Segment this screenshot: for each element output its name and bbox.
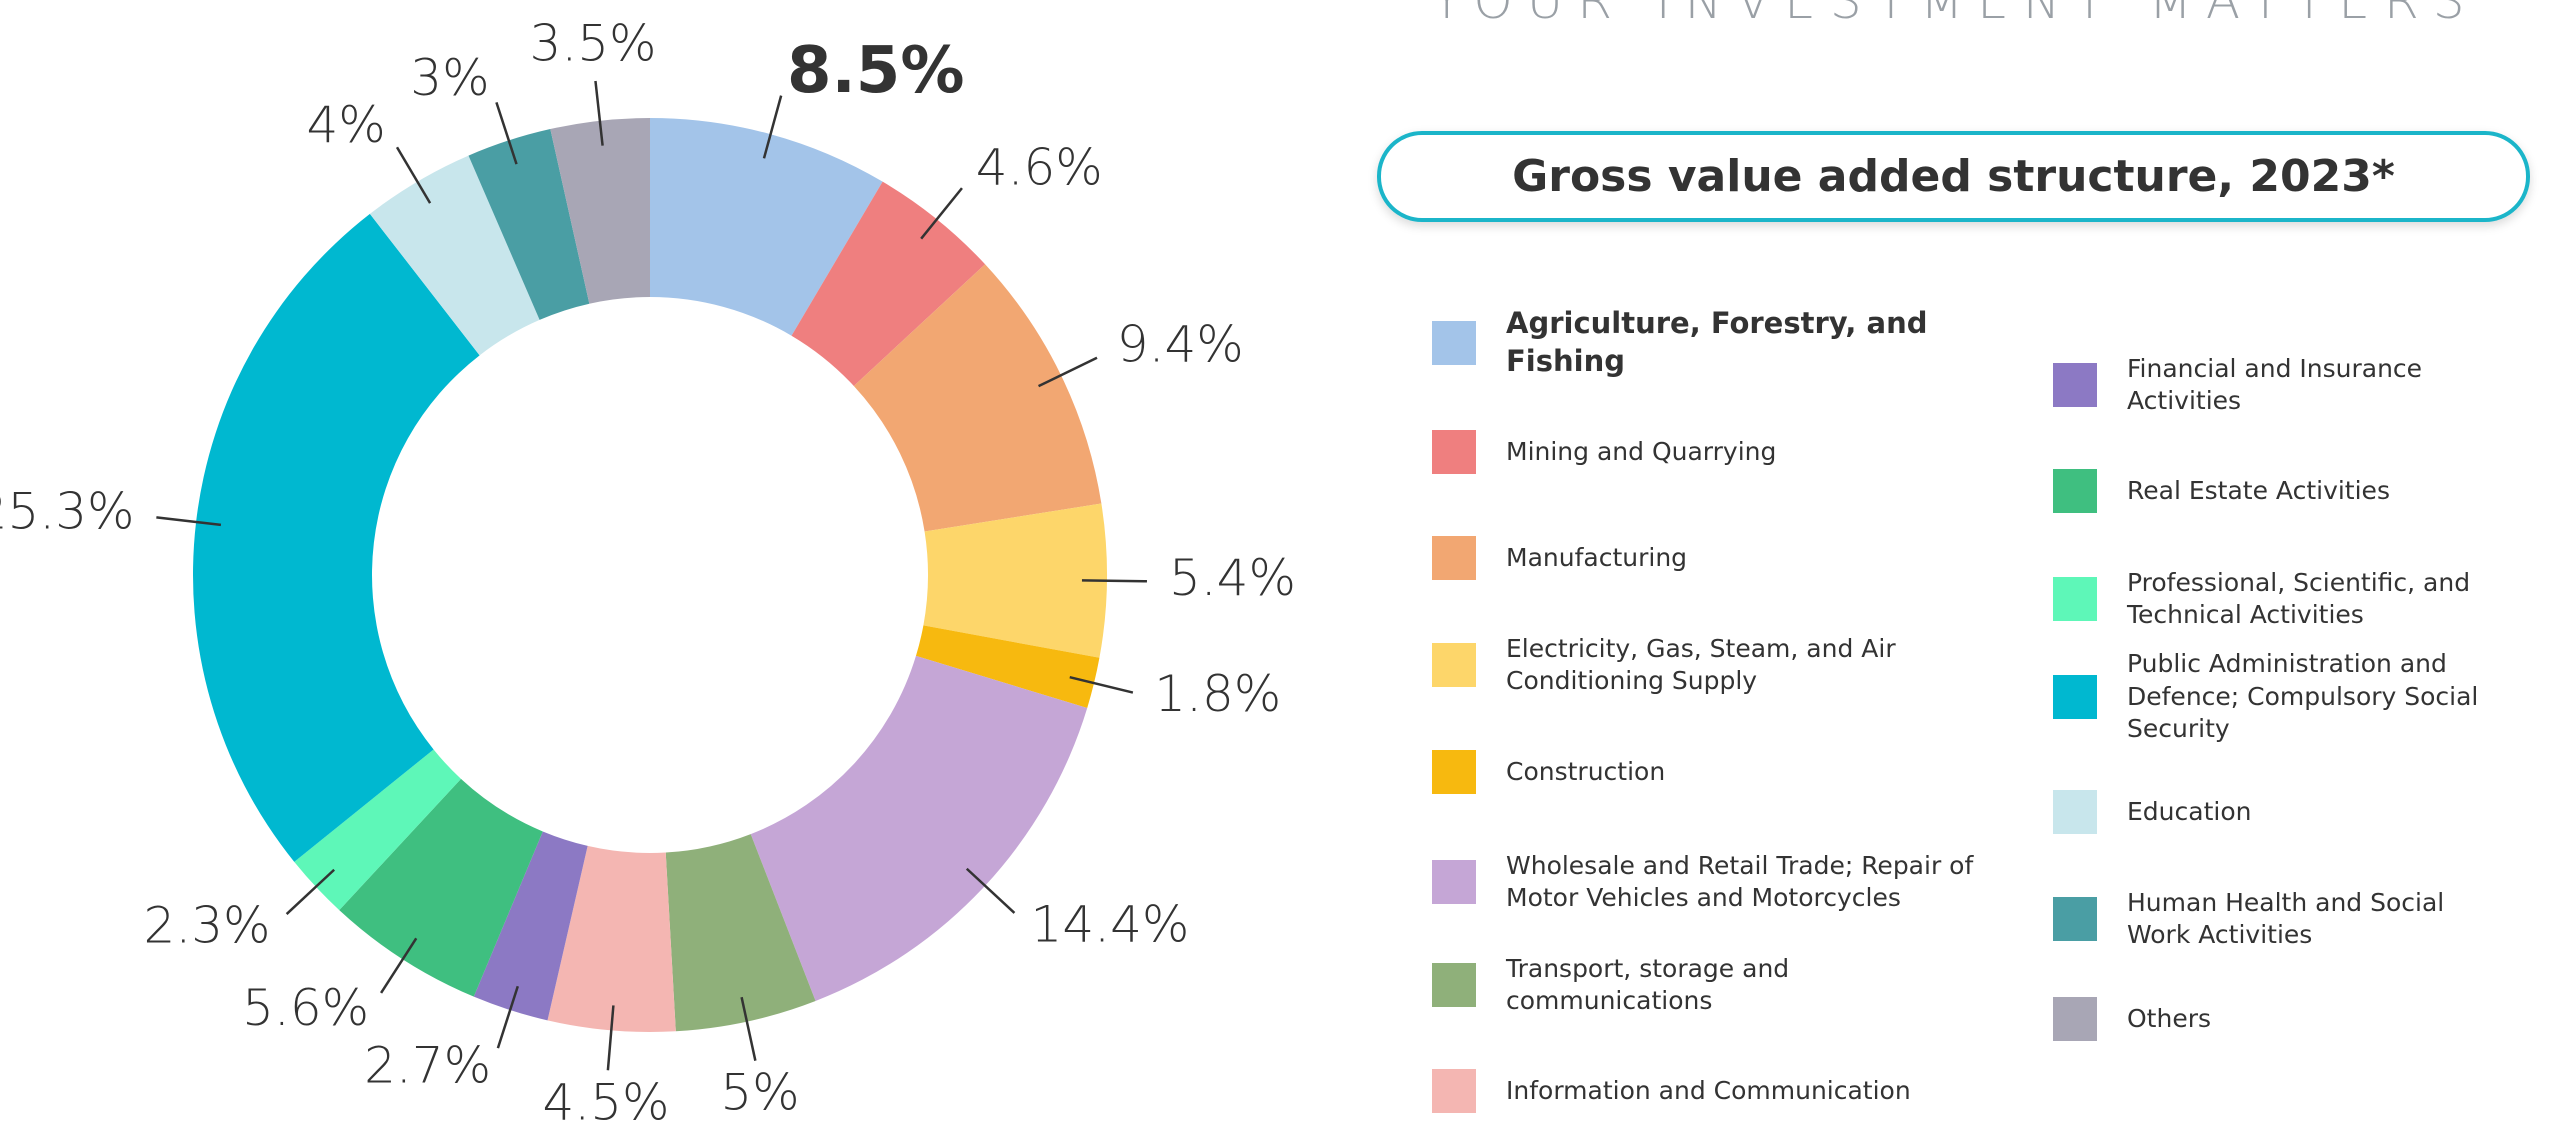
leader-line bbox=[380, 937, 418, 994]
legend-label: Others bbox=[2127, 1003, 2212, 1033]
donut-slice bbox=[791, 181, 986, 386]
legend-item: Wholesale and Retail Trade; Repair of Mo… bbox=[1432, 832, 1986, 932]
legend-swatch bbox=[2053, 675, 2097, 719]
legend-label: Agriculture, Forestry, and Fishing bbox=[1506, 306, 1928, 378]
legend-label: Professional, Scientific, and Technical … bbox=[2127, 567, 2471, 630]
value-label: 5.6% bbox=[242, 979, 369, 1037]
donut-slice bbox=[468, 129, 590, 320]
leader-line bbox=[920, 187, 963, 240]
legend-swatch bbox=[1432, 1069, 1476, 1113]
value-label: 5% bbox=[720, 1064, 799, 1122]
legend-swatch bbox=[1432, 321, 1476, 365]
leader-line bbox=[965, 867, 1016, 914]
donut-slice bbox=[665, 834, 816, 1032]
legend-label: Public Administration and Defence; Compu… bbox=[2127, 649, 2479, 744]
legend-label: Financial and Insurance Activities bbox=[2127, 353, 2423, 416]
legend-label: Construction bbox=[1506, 756, 1666, 786]
legend-item: Education bbox=[2053, 762, 2512, 862]
leader-line bbox=[156, 516, 222, 527]
leader-line bbox=[495, 101, 518, 165]
leader-line bbox=[1069, 675, 1134, 694]
donut-slice bbox=[473, 831, 588, 1021]
value-label: 4.5% bbox=[543, 1074, 670, 1128]
legend-swatch bbox=[1432, 860, 1476, 904]
leader-line bbox=[762, 95, 783, 159]
leader-line bbox=[285, 868, 336, 915]
value-label: 3.5% bbox=[530, 15, 657, 73]
donut-slice bbox=[193, 213, 480, 862]
legend-item: Agriculture, Forestry, and Fishing bbox=[1432, 293, 1986, 393]
legend-swatch bbox=[2053, 897, 2097, 941]
legend-item: Financial and Insurance Activities bbox=[2053, 335, 2512, 435]
legend-swatch bbox=[1432, 963, 1476, 1007]
value-label: 4.6% bbox=[976, 138, 1103, 196]
leader-line bbox=[395, 146, 432, 204]
legend-item: Human Health and Social Work Activities bbox=[2053, 869, 2512, 969]
legend-label: Transport, storage and communications bbox=[1506, 953, 1790, 1016]
value-label: 3% bbox=[410, 49, 489, 107]
legend-label: Real Estate Activities bbox=[2127, 475, 2390, 505]
legend-item: Others bbox=[2053, 969, 2512, 1069]
legend-item: Manufacturing bbox=[1432, 508, 1986, 608]
leader-line bbox=[740, 996, 757, 1061]
legend-label: Mining and Quarrying bbox=[1506, 436, 1777, 466]
legend-item: Transport, storage and communications bbox=[1432, 935, 1986, 1035]
leader-line bbox=[1037, 356, 1098, 388]
donut-slice bbox=[339, 778, 543, 997]
legend-swatch bbox=[1432, 643, 1476, 687]
legend-swatch bbox=[2053, 469, 2097, 513]
legend-label: Education bbox=[2127, 796, 2252, 826]
legend-item: Electricity, Gas, Steam, and Air Conditi… bbox=[1432, 615, 1986, 715]
legend-swatch bbox=[1432, 750, 1476, 794]
donut-slice bbox=[915, 625, 1100, 709]
donut-slice bbox=[550, 118, 650, 304]
donut-slice bbox=[750, 655, 1088, 1001]
legend-item: Construction bbox=[1432, 722, 1986, 822]
legend-item: Real Estate Activities bbox=[2053, 441, 2512, 541]
value-label: 4% bbox=[306, 96, 385, 154]
legend-item: Information and Communication bbox=[1432, 1041, 1986, 1141]
donut-slice bbox=[294, 749, 461, 911]
legend-label: Electricity, Gas, Steam, and Air Conditi… bbox=[1506, 633, 1896, 696]
donut-slice bbox=[923, 503, 1107, 658]
leader-line bbox=[496, 985, 519, 1049]
legend-label: Information and Communication bbox=[1506, 1075, 1911, 1105]
legend-swatch bbox=[2053, 790, 2097, 834]
leader-line bbox=[606, 1005, 615, 1071]
legend-item: Professional, Scientific, and Technical … bbox=[2053, 549, 2512, 649]
legend-label: Wholesale and Retail Trade; Repair of Mo… bbox=[1506, 850, 1974, 913]
value-label: 9.4% bbox=[1117, 316, 1244, 374]
leader-line bbox=[594, 80, 604, 146]
legend-swatch bbox=[1432, 430, 1476, 474]
value-label: 8.5% bbox=[787, 34, 965, 108]
legend-swatch bbox=[2053, 577, 2097, 621]
legend-swatch bbox=[2053, 363, 2097, 407]
leader-line bbox=[1081, 579, 1147, 583]
donut-slice bbox=[650, 118, 883, 336]
value-label: 5.4% bbox=[1169, 549, 1296, 607]
value-label: 1.8% bbox=[1154, 665, 1281, 723]
legend-label: Human Health and Social Work Activities bbox=[2127, 887, 2445, 950]
donut-slice bbox=[547, 845, 676, 1032]
legend-item: Mining and Quarrying bbox=[1432, 402, 1986, 502]
value-label: 14.4% bbox=[1031, 895, 1190, 953]
chart: 8.5%4.6% 9.4% 5.4% 1.8% 14.4% 5% 4.5% 2.7%5.6% 2… bbox=[0, 15, 1296, 1128]
value-label: 2.3% bbox=[144, 897, 271, 955]
chart-title: Gross value added structure, 2023* bbox=[1377, 131, 2530, 222]
legend-swatch bbox=[1432, 536, 1476, 580]
legend-label: Manufacturing bbox=[1506, 542, 1688, 572]
donut-slice bbox=[369, 155, 540, 356]
donut-slice bbox=[853, 264, 1102, 532]
legend-swatch bbox=[2053, 997, 2097, 1041]
tagline: YOUR INVESTMENT MATTERS bbox=[1431, 0, 2479, 30]
legend-item: Public Administration and Defence; Compu… bbox=[2053, 647, 2512, 747]
value-label: 2.7% bbox=[364, 1037, 491, 1095]
value-label: 25.3% bbox=[0, 482, 135, 540]
